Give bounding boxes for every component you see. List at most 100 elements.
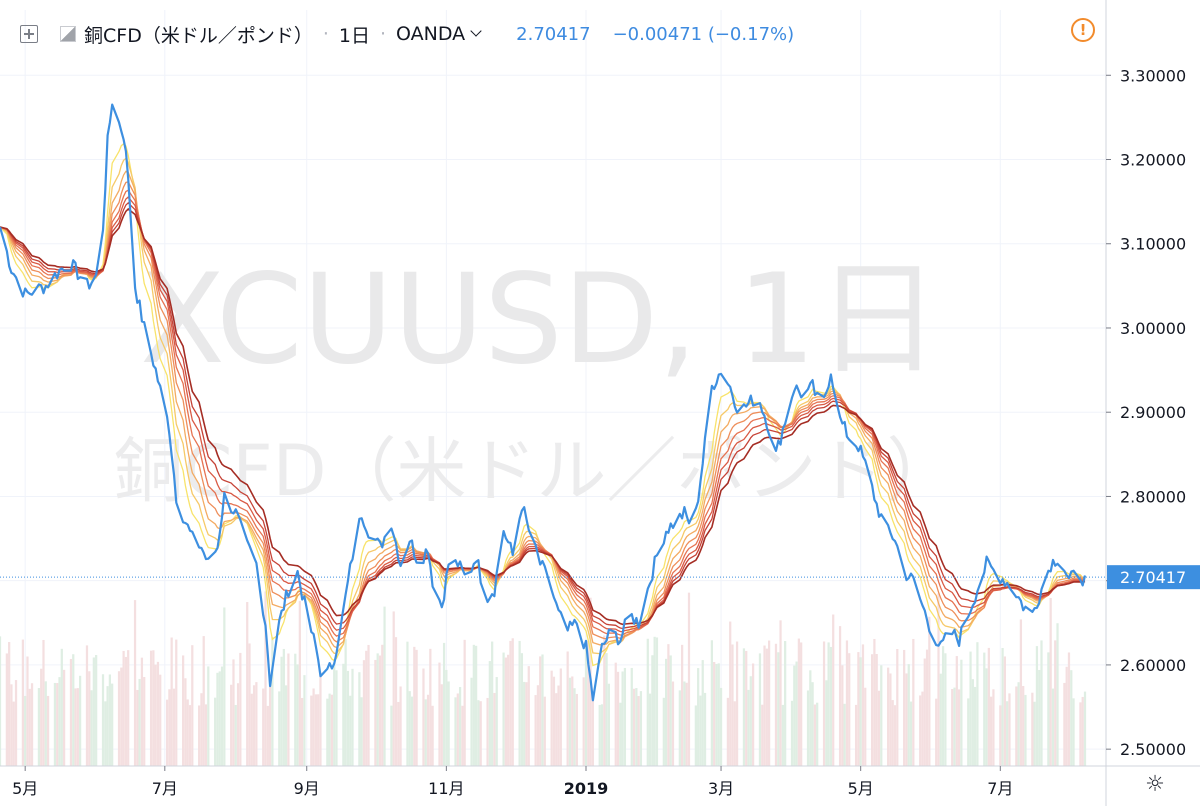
volume-bar: [502, 652, 505, 766]
volume-bar: [1008, 693, 1011, 766]
interval[interactable]: 1日: [338, 24, 370, 47]
time-tick-label-4: 2019: [564, 779, 609, 798]
volume-bar: [69, 658, 73, 766]
volume-bar: [1083, 691, 1087, 766]
time-tick-label-3: 11月: [428, 779, 464, 798]
volume-bar: [857, 652, 860, 766]
volume-bar: [1067, 652, 1071, 766]
add-compare-icon[interactable]: [20, 25, 38, 43]
symbol-name[interactable]: 銅CFD（米ドル／ポンド）: [84, 24, 313, 47]
volume-bar: [864, 687, 867, 766]
volume-bar: [507, 654, 510, 766]
volume-bar: [726, 697, 730, 766]
volume-bar: [534, 695, 537, 766]
volume-bar: [278, 691, 281, 766]
volume-bar: [333, 664, 336, 766]
volume-bar: [488, 661, 491, 766]
volume-bar: [175, 639, 178, 766]
volume-bar: [832, 614, 835, 766]
volume-bar: [1054, 640, 1057, 766]
volume-bar: [442, 642, 446, 766]
volume-bar: [410, 696, 414, 766]
volume-bar: [26, 656, 29, 766]
volume-bar: [1022, 686, 1025, 766]
volume-bar: [809, 670, 812, 766]
moving-average-line-4: [0, 181, 1086, 643]
volume-bar: [397, 701, 400, 766]
volume-bar: [632, 688, 636, 766]
volume-bar: [301, 697, 304, 766]
volume-bar: [1063, 682, 1066, 766]
volume-bar: [365, 650, 368, 766]
volume-bar: [1056, 623, 1059, 766]
settings-icon[interactable]: ☼: [1145, 772, 1165, 797]
volume-bar: [523, 681, 526, 766]
volume-bar: [891, 700, 894, 766]
volume-bar: [653, 636, 656, 766]
watermark-ticker: XCUUSD, 1日: [140, 248, 940, 392]
volume-bar: [10, 684, 13, 766]
volume-bar: [990, 696, 993, 766]
volume-bar: [912, 638, 915, 766]
volume-bar: [1065, 666, 1068, 766]
volume-bar: [101, 674, 105, 766]
volume-bar: [697, 668, 700, 766]
volume-bar: [14, 680, 18, 766]
volume-bar: [111, 683, 114, 766]
exchange-selector[interactable]: OANDA: [396, 23, 466, 45]
moving-average-line-6: [0, 196, 1086, 633]
volume-bar: [710, 640, 714, 766]
volume-bar: [619, 702, 622, 766]
volume-bar: [200, 693, 203, 766]
price-series: [0, 103, 1087, 702]
volume-bar: [573, 688, 576, 766]
volume-bar: [614, 662, 617, 766]
volume-bar: [664, 658, 668, 766]
time-tick-label-0: 5月: [12, 779, 38, 798]
time-axis[interactable]: 5月 7月 9月 11月 2019 3月 5月 7月: [0, 765, 1200, 798]
volume-bar: [953, 687, 956, 766]
warning-icon[interactable]: !: [1071, 18, 1095, 42]
volume-bar: [568, 677, 572, 766]
volume-bar: [53, 682, 57, 766]
volume-bar: [582, 677, 585, 766]
volume-bar: [95, 655, 98, 766]
volume-bar: [236, 683, 240, 766]
volume-bar: [120, 667, 123, 766]
volume-bar: [122, 650, 125, 766]
volume-bar: [216, 672, 219, 766]
price-axis[interactable]: 2.500002.600002.700002.800002.900003.000…: [1105, 0, 1200, 806]
volume-bar: [811, 682, 814, 766]
volume-bar: [8, 642, 11, 766]
chart-header: 銅CFD（米ドル／ポンド） · 1日 · OANDA 2.70417 −0.00…: [0, 14, 1080, 54]
volume-bar: [472, 644, 475, 766]
volume-bar: [1031, 692, 1034, 766]
volume-bar: [935, 698, 938, 766]
volume-bar: [745, 650, 748, 766]
volume-bar: [78, 675, 82, 766]
volume-bar: [220, 666, 224, 766]
chevron-down-icon[interactable]: [470, 25, 482, 37]
volume-bar: [413, 646, 416, 766]
volume-bar: [156, 661, 160, 766]
volume-bar: [21, 639, 25, 766]
volume-bar: [381, 644, 384, 766]
volume-bar: [854, 704, 858, 766]
volume-bar: [967, 698, 970, 766]
volume-bar: [761, 704, 764, 766]
volume-bar: [848, 653, 851, 766]
volume-bar: [729, 621, 732, 766]
volume-bar: [623, 667, 627, 766]
volume-bar: [939, 673, 942, 766]
volume-bar: [232, 659, 235, 766]
volume-bar: [777, 652, 780, 766]
volume-bar: [271, 637, 274, 766]
volume-bar: [875, 654, 878, 766]
volume-bar: [268, 683, 272, 766]
time-tick-label-7: 7月: [987, 779, 1013, 798]
volume-bar: [346, 670, 350, 766]
volume-bar: [376, 653, 379, 766]
volume-bars: [0, 591, 1087, 766]
